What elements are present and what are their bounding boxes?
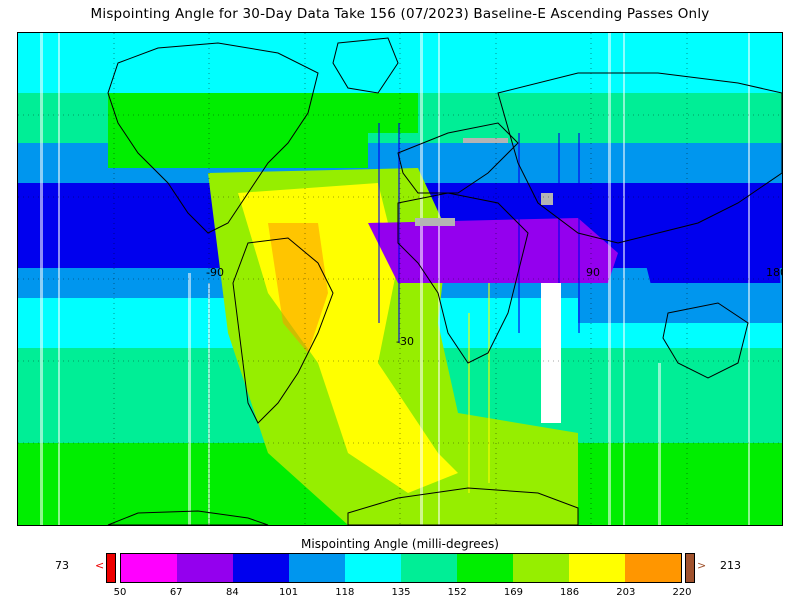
no-data-patch	[541, 193, 553, 205]
region	[108, 118, 368, 168]
colorbar-segment	[513, 554, 569, 582]
streak	[40, 33, 43, 525]
colorbar-segment	[177, 554, 233, 582]
colorbar-segment	[625, 554, 681, 582]
streak	[378, 123, 380, 323]
streak	[420, 33, 423, 525]
no-data-patch	[541, 283, 561, 423]
colorbar-tick-label: 135	[391, 587, 411, 598]
no-data-patch	[415, 218, 455, 226]
streak	[208, 283, 210, 525]
colorbar-label: Mispointing Angle (milli-degrees)	[301, 537, 499, 551]
streak	[468, 313, 470, 493]
coastline-south-america	[232, 237, 334, 424]
colorbar-min-value: 73	[55, 559, 69, 572]
no-data-patch	[463, 138, 508, 143]
colorbar-under-arrow: <	[95, 559, 105, 572]
map-canvas: -90 90 180 -30	[18, 33, 782, 525]
graticule	[18, 33, 782, 525]
streak	[558, 133, 560, 333]
colorbar-tick-label: 186	[560, 587, 580, 598]
colorbar-tick-label: 169	[503, 587, 523, 598]
coastlines	[107, 37, 782, 525]
coastline-asia	[497, 72, 782, 244]
lon-label: -90	[206, 266, 224, 279]
colorbar-tick-label: 67	[169, 587, 183, 598]
region	[268, 223, 328, 353]
streak	[658, 363, 661, 525]
colorbar-tick-label: 152	[447, 587, 467, 598]
colorbar-tick-label: 101	[279, 587, 299, 598]
page-title: Mispointing Angle for 30-Day Data Take 1…	[90, 6, 710, 22]
coastline-australia	[662, 302, 749, 379]
streak	[518, 133, 520, 333]
region	[368, 218, 618, 283]
lon-label: 180	[766, 266, 782, 279]
colorbar-tick-label: 203	[616, 587, 636, 598]
streak	[188, 273, 191, 525]
colorbar-over-arrow: >	[697, 559, 707, 572]
colorbar-max-value: 213	[720, 559, 741, 572]
colorbar-tick-label: 50	[113, 587, 127, 598]
colorbar	[120, 553, 682, 583]
colorbar-tick-label: 220	[672, 587, 692, 598]
colorbar-segment	[345, 554, 401, 582]
colorbar-tick-label: 84	[226, 587, 239, 598]
colorbar-segment	[233, 554, 289, 582]
colorbar-under-swatch	[106, 553, 116, 583]
colorbar-segment	[569, 554, 625, 582]
colorbar-segment	[289, 554, 345, 582]
streak	[488, 283, 490, 483]
coastline-antarctica-west	[107, 510, 269, 525]
streak	[608, 33, 611, 525]
coastline-africa	[397, 192, 529, 364]
coastline-north-america	[107, 42, 319, 234]
coastline-antarctica	[347, 487, 579, 525]
colorbar-tick-label: 118	[335, 587, 355, 598]
coastline-europe	[397, 122, 519, 194]
colorbar-segment	[401, 554, 457, 582]
lat-label: -30	[396, 335, 414, 348]
colorbar-segment	[121, 554, 177, 582]
coastline-greenland	[332, 37, 399, 94]
colorbar-segment	[457, 554, 513, 582]
world-map: -90 90 180 -30	[17, 32, 783, 526]
lon-label: 90	[586, 266, 600, 279]
streak	[398, 123, 400, 343]
colorbar-over-swatch	[685, 553, 695, 583]
